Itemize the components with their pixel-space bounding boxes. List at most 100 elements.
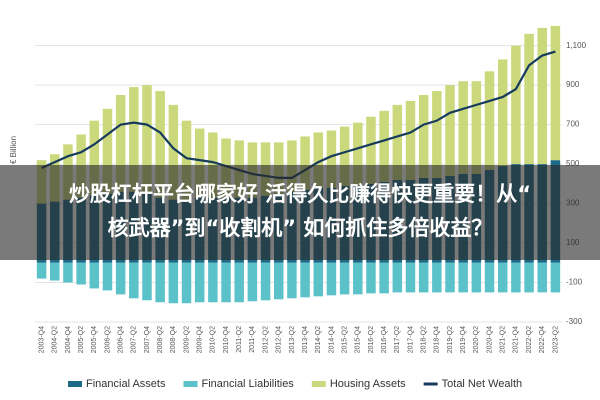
bar-segment [418, 262, 429, 293]
x-tick-label: 2009-Q2 [183, 326, 190, 353]
bar-segment [418, 95, 429, 178]
bar-segment [537, 27, 547, 165]
y-tick-label: 900 [566, 80, 580, 89]
x-tick-label: 2021-Q4 [513, 326, 520, 353]
bar-segment [432, 262, 442, 293]
x-tick-label: 2006-Q2 [104, 326, 111, 353]
bar-segment [36, 262, 47, 279]
bar-segment [537, 262, 547, 293]
bar-segment [524, 33, 534, 165]
bar-segment [458, 81, 468, 174]
x-tick-label: 2013-Q2 [289, 326, 296, 353]
x-tick-label: 2016-Q4 [381, 326, 388, 353]
bar-segment [247, 262, 258, 302]
bar-segment [405, 100, 416, 180]
x-tick-label: 2007-Q2 [131, 326, 138, 353]
x-tick-label: 2018-Q2 [421, 326, 428, 353]
bar-segment [287, 262, 297, 299]
bar-segment [339, 126, 350, 186]
bar-segment [353, 122, 363, 186]
x-tick-label: 2020-Q4 [486, 326, 493, 353]
x-tick-label: 2021-Q2 [500, 326, 507, 353]
x-tick-label: 2006-Q4 [117, 326, 124, 353]
bar-segment [194, 128, 205, 198]
bar-segment [129, 262, 139, 299]
x-tick-label: 2012-Q4 [276, 326, 283, 353]
bar-segment [379, 110, 389, 182]
x-tick-label: 2023-Q2 [552, 326, 559, 353]
bar-segment [445, 85, 455, 176]
bar-segment [550, 25, 561, 161]
legend-label: Housing Assets [330, 378, 406, 390]
headline-banner: 炒股杠杆平台哪家好 活得久比赚得快更重要！从“ 核武器”到“收割机” 如何抓住多… [0, 165, 600, 260]
bar-segment [63, 262, 73, 283]
bar-segment [102, 108, 113, 194]
x-tick-label: 2020-Q2 [473, 326, 480, 353]
bar-segment [511, 262, 521, 293]
bar-segment [511, 45, 521, 165]
x-tick-label: 2010-Q2 [210, 326, 217, 353]
bar-segment [326, 262, 337, 296]
headline-line: 炒股杠杆平台哪家好 活得久比赚得快更重要！从“ [68, 182, 532, 206]
legend-label: Total Net Wealth [442, 378, 523, 390]
x-tick-label: 2013-Q4 [302, 326, 309, 353]
bar-segment [366, 262, 376, 294]
x-tick-label: 2003-Q4 [38, 326, 45, 353]
bar-segment [194, 262, 205, 303]
x-tick-label: 2017-Q4 [407, 326, 414, 353]
bar-segment [445, 262, 455, 293]
x-tick-label: 2011-Q2 [236, 326, 243, 353]
y-tick-label: -300 [566, 317, 583, 326]
bar-segment [221, 262, 231, 303]
legend-label: Financial Liabilities [201, 378, 294, 390]
y-axis-label: € Billion [9, 136, 18, 164]
headline-line: 核武器”到“收割机” 如何抓住多倍收益？ [107, 216, 493, 240]
x-tick-label: 2011-Q4 [249, 326, 256, 353]
legend-swatch [183, 381, 198, 387]
x-tick-label: 2019-Q4 [460, 326, 467, 353]
bar-segment [89, 262, 100, 289]
legend: Financial Assets Financial Liabilities Hou… [68, 378, 522, 390]
bar-segment [497, 59, 508, 167]
bar-segment [76, 262, 86, 285]
bar-segment [260, 262, 271, 301]
bar-segment [273, 262, 284, 300]
x-tick-label: 2009-Q4 [197, 326, 204, 353]
bar-segment [497, 262, 508, 293]
bar-segment [181, 262, 192, 304]
x-tick-label: 2018-Q4 [434, 326, 441, 353]
x-tick-label: 2012-Q2 [262, 326, 269, 353]
bar-segment [234, 262, 244, 303]
bar-segment [524, 262, 534, 293]
x-tick-label: 2014-Q2 [315, 326, 322, 353]
bar-segment [300, 262, 310, 298]
y-tick-label: 700 [566, 120, 580, 129]
bar-segment [168, 104, 179, 200]
x-tick-label: 2005-Q4 [91, 326, 98, 353]
legend-swatch [311, 381, 326, 387]
bar-segment [155, 262, 165, 303]
bar-segment [392, 262, 403, 293]
x-tick-label: 2019-Q2 [447, 326, 454, 353]
bar-segment [471, 81, 482, 174]
bar-segment [432, 91, 442, 178]
bar-segment [353, 262, 363, 295]
y-tick-label: -100 [566, 278, 583, 287]
bar-segment [300, 136, 310, 190]
x-tick-label: 2008-Q4 [170, 326, 177, 353]
bar-segment [326, 130, 337, 188]
x-tick-label: 2015-Q2 [341, 326, 348, 353]
bar-segment [405, 262, 416, 293]
bar-segment [89, 120, 100, 196]
bar-segment [313, 132, 324, 188]
bar-segment [392, 104, 403, 180]
bar-segment [115, 262, 126, 295]
x-tick-label: 2017-Q2 [394, 326, 401, 353]
x-tick-label: 2008-Q2 [157, 326, 164, 353]
bar-segment [168, 262, 179, 304]
bar-segment [379, 262, 389, 294]
bar-segment [471, 262, 482, 293]
y-tick-label: 1,100 [566, 41, 587, 50]
x-tick-label: 2022-Q4 [539, 326, 546, 353]
bar-segment [142, 262, 152, 301]
